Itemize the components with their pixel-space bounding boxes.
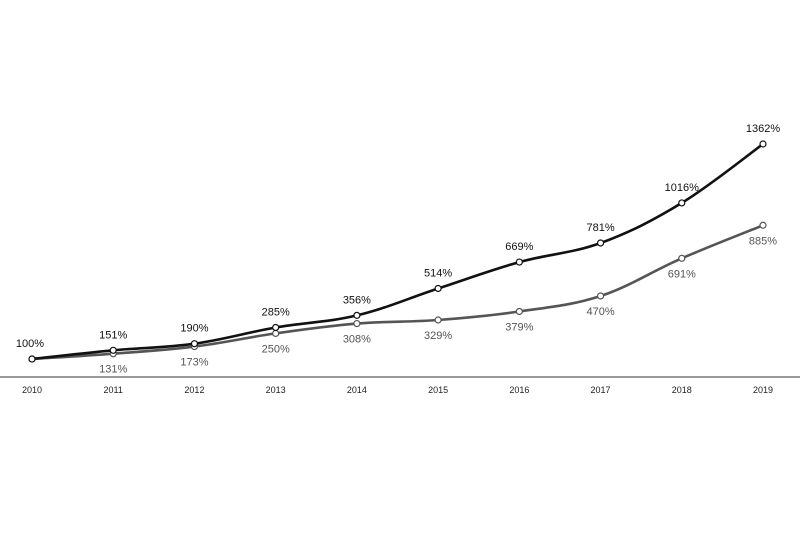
data-labels: 100% 151% 190% 285% 356% 514% 669% 781% 1016% 136…: [16, 123, 780, 376]
data-label: 100%: [16, 338, 44, 350]
data-label: 379%: [505, 321, 533, 333]
data-point: [759, 140, 767, 148]
data-point: [353, 311, 361, 319]
data-label: 190%: [180, 323, 208, 335]
x-tick-label: 2016: [509, 385, 529, 395]
data-point: [190, 340, 199, 348]
data-label: 1362%: [746, 123, 780, 135]
data-point: [28, 355, 36, 363]
data-label: 470%: [586, 306, 614, 318]
data-point: [272, 323, 280, 332]
data-point: [596, 239, 605, 247]
data-point: [515, 258, 523, 266]
x-tick-label: 2011: [104, 385, 123, 395]
x-tick-label: 2012: [184, 385, 204, 395]
data-label: 1016%: [665, 182, 699, 194]
data-point: [678, 254, 686, 262]
series-line: [30, 142, 765, 361]
data-point: [596, 292, 605, 300]
data-point: [434, 284, 442, 293]
x-tick-label: 2017: [591, 385, 611, 395]
data-label: 250%: [262, 343, 290, 355]
data-label: 885%: [749, 235, 777, 247]
data-point: [353, 319, 361, 328]
data-point: [272, 329, 280, 338]
x-tick-label: 2018: [672, 385, 692, 395]
data-label: 285%: [262, 306, 290, 318]
x-tick-label: 2014: [347, 385, 367, 395]
data-label: 329%: [424, 330, 452, 342]
data-point: [434, 316, 442, 324]
data-point: [109, 346, 117, 354]
data-point: [678, 199, 686, 207]
x-tick-label: 2019: [753, 385, 773, 395]
data-label: 173%: [180, 357, 208, 369]
data-label: 356%: [343, 294, 371, 306]
data-label: 514%: [424, 267, 452, 279]
data-label: 781%: [586, 222, 614, 234]
x-tick-label: 2015: [428, 385, 448, 395]
x-tick-label: 2013: [266, 385, 286, 395]
x-axis-ticks: 2010 2011 2012 2013 2014 2015 2016 2017 2018 2019: [22, 385, 773, 395]
x-tick-label: 2010: [22, 385, 42, 395]
series-line: [30, 224, 765, 361]
data-label: 669%: [505, 241, 533, 253]
data-point: [759, 221, 767, 229]
data-label: 131%: [99, 364, 127, 376]
series-layer: [28, 140, 767, 363]
data-label: 151%: [99, 329, 127, 341]
data-point: [515, 307, 523, 316]
data-label: 691%: [668, 268, 696, 280]
data-label: 308%: [343, 334, 371, 346]
